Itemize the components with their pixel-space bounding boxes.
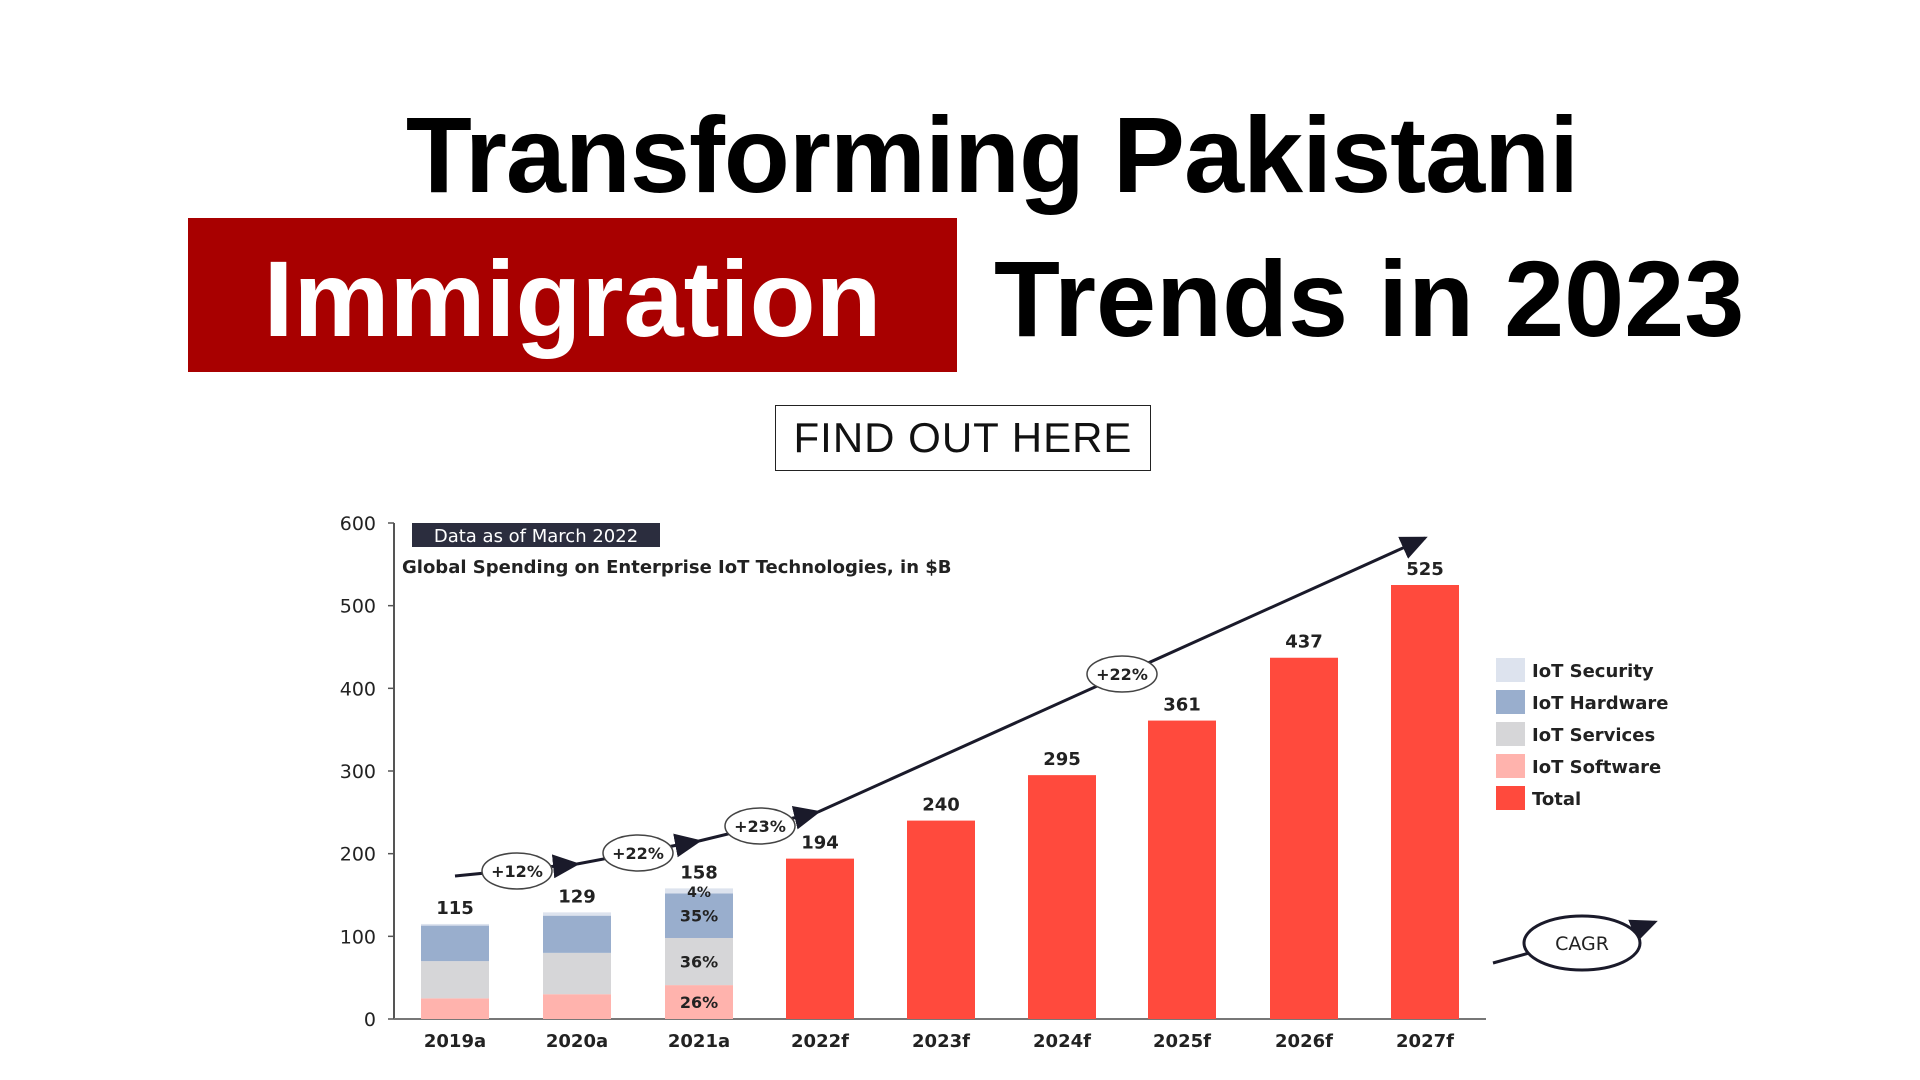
bar-value-label: 295 (1043, 749, 1081, 770)
growth-ellipse (1086, 655, 1158, 693)
bar-total (1148, 720, 1216, 1019)
growth-ellipse (724, 807, 796, 845)
bar-value-label: 158 (680, 862, 718, 883)
legend-swatch (1496, 786, 1525, 810)
data-date-badge-text: Data as of March 2022 (434, 526, 638, 547)
bar-total (786, 858, 854, 1019)
bar-segment-iot-software (665, 985, 733, 1019)
y-tick-label: 400 (340, 678, 376, 700)
bar-value-label: 437 (1285, 632, 1323, 653)
cagr-key-label: CAGR (1555, 933, 1609, 955)
y-tick-label: 500 (340, 596, 376, 618)
legend-swatch (1496, 690, 1525, 714)
growth-ellipse (481, 852, 553, 890)
y-tick-label: 0 (364, 1009, 376, 1031)
highlight-box (188, 218, 957, 372)
y-tick-label: 600 (340, 513, 376, 535)
x-tick-label: 2027f (1396, 1031, 1454, 1052)
legend-swatch (1496, 754, 1525, 778)
x-tick-label: 2025f (1153, 1031, 1211, 1052)
bar-total (1028, 775, 1096, 1019)
growth-label: +22% (1096, 665, 1148, 684)
bar-segment-iot-hardware (421, 925, 489, 962)
y-tick-label: 300 (340, 761, 376, 783)
x-tick-label: 2026f (1275, 1031, 1333, 1052)
segment-pct-label: 26% (680, 993, 718, 1012)
headline-highlight: Immigration (263, 238, 882, 359)
bar-value-label: 240 (922, 795, 960, 816)
legend-label: IoT Software (1532, 757, 1661, 778)
find-out-here-button[interactable]: FIND OUT HERE (775, 405, 1151, 471)
x-tick-label: 2023f (912, 1031, 970, 1052)
bar-segment-iot-software (421, 998, 489, 1019)
segment-pct-label: 4% (687, 885, 711, 901)
bar-value-label: 525 (1406, 559, 1444, 580)
cagr-key-ellipse (1522, 914, 1642, 972)
segment-pct-label: 36% (680, 953, 718, 972)
x-tick-label: 2022f (791, 1031, 849, 1052)
legend-swatch (1496, 658, 1525, 682)
bar-segment-iot-security (421, 923, 489, 926)
x-tick-label: 2024f (1033, 1031, 1091, 1052)
bar-segment-iot-services (421, 961, 489, 999)
legend-swatch (1496, 722, 1525, 746)
y-tick-label: 200 (340, 844, 376, 866)
growth-label: +23% (734, 817, 786, 836)
chart-title: Global Spending on Enterprise IoT Techno… (402, 557, 952, 578)
headline-line2: Trends in 2023 (994, 238, 1745, 359)
data-date-badge (412, 523, 660, 547)
bar-value-label: 115 (436, 898, 474, 919)
y-tick-label: 100 (340, 926, 376, 948)
bar-total (907, 820, 975, 1019)
legend-label: IoT Services (1532, 725, 1655, 746)
legend-label: IoT Security (1532, 661, 1654, 682)
headline-line1: Transforming Pakistani (405, 94, 1579, 215)
bar-segment-iot-software (543, 994, 611, 1019)
growth-label: +22% (612, 844, 664, 863)
bar-segment-iot-hardware (543, 915, 611, 953)
growth-ellipse (602, 834, 674, 872)
x-tick-label: 2021a (668, 1031, 730, 1052)
bar-segment-iot-services (665, 937, 733, 986)
bar-total (1391, 585, 1459, 1019)
segment-pct-label: 35% (680, 907, 718, 926)
bar-total (1270, 657, 1338, 1019)
bar-segment-iot-security (543, 912, 611, 916)
bar-value-label: 361 (1163, 695, 1201, 716)
legend-label: IoT Hardware (1532, 693, 1668, 714)
bar-value-label: 194 (801, 833, 839, 854)
bar-segment-iot-hardware (665, 893, 733, 938)
growth-label: +12% (491, 862, 543, 881)
legend-label: Total (1532, 789, 1581, 810)
x-tick-label: 2019a (424, 1031, 486, 1052)
bar-segment-iot-security (665, 888, 733, 894)
bar-segment-iot-services (543, 952, 611, 995)
x-tick-label: 2020a (546, 1031, 608, 1052)
bar-value-label: 129 (558, 886, 596, 907)
